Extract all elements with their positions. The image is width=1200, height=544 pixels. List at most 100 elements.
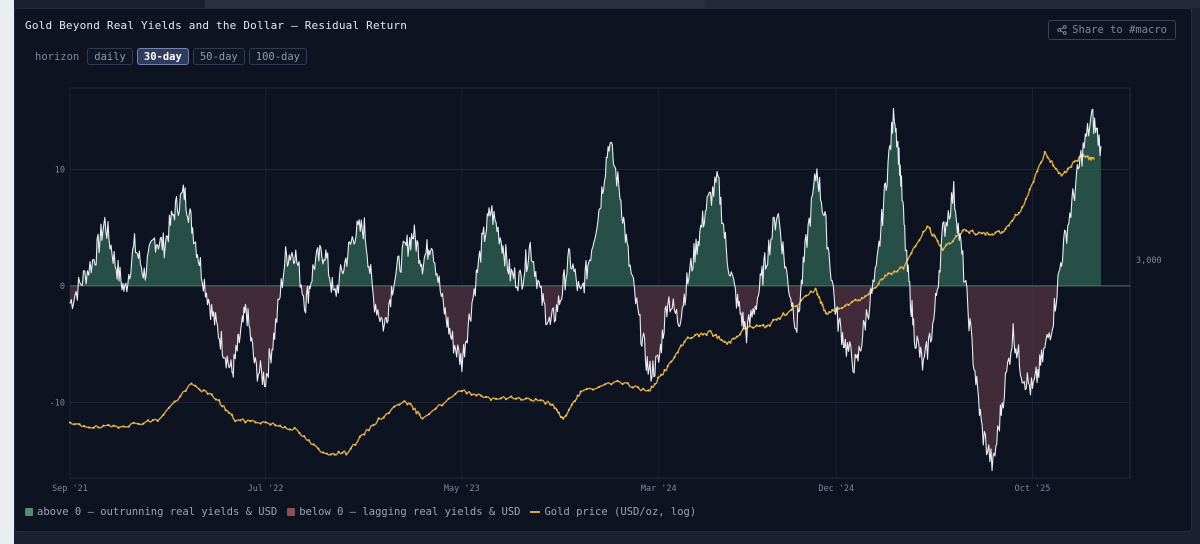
gold-price-point	[778, 317, 781, 320]
gold-price-point	[224, 409, 227, 412]
gold-price-point	[819, 301, 822, 304]
gold-price-point	[173, 400, 176, 403]
gold-price-point	[653, 382, 656, 386]
gold-price-point	[1021, 206, 1024, 209]
share-button[interactable]: Share to #macro	[1048, 20, 1176, 40]
gold-price-point	[1049, 160, 1052, 163]
gold-price-point	[1011, 219, 1014, 222]
gold-price-point	[551, 403, 554, 406]
gold-price-point	[877, 282, 880, 285]
gold-price-point	[656, 376, 660, 379]
gold-price-point	[78, 423, 81, 426]
legend-swatch-positive	[25, 508, 33, 516]
gold-price-point	[775, 318, 778, 321]
horizon-control: horizon daily 30-day 50-day 100-day	[35, 48, 308, 65]
gold-price-point	[372, 423, 375, 427]
gold-price-point	[735, 335, 738, 338]
gold-price-point	[329, 453, 332, 456]
gold-price-point	[279, 424, 282, 427]
horizon-option-30-day[interactable]: 30-day	[136, 48, 189, 65]
gold-price-point	[298, 431, 301, 435]
gold-price-point	[994, 231, 997, 234]
gold-price-point	[585, 387, 588, 391]
gold-price-point	[562, 417, 565, 420]
gold-price-point	[249, 419, 252, 423]
gold-price-point	[534, 398, 537, 401]
gold-price-point	[1017, 211, 1020, 215]
gold-price-point	[874, 286, 877, 289]
gold-price-point	[850, 300, 854, 304]
gold-price-point	[720, 338, 723, 342]
y-tick-label: 10	[55, 165, 65, 175]
horizon-option-100-day[interactable]: 100-day	[248, 48, 308, 65]
gold-price-point	[616, 379, 619, 383]
gold-price-point	[499, 397, 503, 400]
gold-price-point	[544, 402, 547, 405]
gold-price-point	[844, 304, 847, 307]
gold-price-point	[723, 340, 726, 343]
gold-price-point	[73, 423, 76, 426]
background-sidebar	[0, 0, 14, 544]
gold-price-point	[604, 383, 607, 386]
x-tick-label: Dec '24	[818, 484, 854, 494]
gold-price-point	[465, 392, 468, 395]
gold-price-point	[971, 229, 974, 232]
gold-price-point	[977, 231, 981, 234]
y-tick-label: -10	[50, 398, 65, 408]
gold-price-point	[83, 425, 86, 428]
gold-price-point	[697, 334, 701, 338]
gold-price-point	[1001, 231, 1004, 234]
gold-price-point	[670, 360, 673, 363]
gold-price-point	[837, 307, 840, 310]
horizon-option-50-day[interactable]: 50-day	[192, 48, 245, 65]
horizon-option-daily[interactable]: daily	[87, 48, 133, 65]
gold-price-point	[673, 356, 676, 359]
gold-price-point	[259, 422, 262, 425]
gold-price-point	[714, 333, 718, 337]
gold-price-point	[676, 351, 679, 354]
gold-price-point	[705, 333, 708, 337]
gold-price-point	[202, 389, 205, 392]
gold-price-point	[922, 230, 925, 233]
positive-area	[70, 108, 1101, 286]
gold-price-point	[87, 426, 91, 429]
gold-price-point	[847, 303, 850, 307]
gold-price-point	[647, 389, 650, 392]
gold-price-point	[717, 335, 720, 338]
gold-price-point	[194, 384, 197, 387]
gold-price-point	[1076, 159, 1079, 163]
gold-price-point	[683, 340, 686, 343]
gold-price-point	[694, 333, 697, 337]
gold-price-point	[1063, 170, 1066, 173]
gold-price-point	[945, 243, 948, 247]
gold-price-point	[117, 426, 120, 429]
gold-price-point	[1057, 172, 1060, 175]
gold-price-point	[626, 382, 629, 385]
horizon-label: horizon	[35, 50, 80, 63]
y-tick-label: 0	[60, 282, 65, 292]
gold-price-point	[936, 239, 939, 243]
gold-price-point	[557, 411, 560, 414]
gold-price-point	[1091, 156, 1094, 160]
gold-price-point	[553, 406, 556, 410]
gold-price-point	[312, 443, 315, 446]
gold-price-point	[910, 252, 913, 255]
gold-price-point	[758, 324, 761, 327]
chart-title: Gold Beyond Real Yields and the Dollar —…	[25, 19, 408, 32]
gold-price-point	[412, 408, 415, 411]
gold-price-point	[293, 426, 296, 430]
gold-price-point	[363, 433, 366, 436]
background-strip	[705, 0, 1200, 8]
gold-price-point	[107, 423, 110, 427]
gold-price-point	[828, 311, 831, 314]
gold-price-point	[345, 453, 348, 456]
gold-price-point	[559, 416, 563, 419]
gold-price-point	[142, 422, 145, 425]
gold-price-point	[167, 406, 171, 409]
gold-price-point	[179, 395, 182, 398]
gold-price-point	[475, 394, 478, 397]
gold-price-point	[504, 398, 508, 401]
gold-price-point	[1043, 150, 1046, 154]
negative-area	[70, 285, 1101, 471]
gold-price-point	[221, 405, 224, 408]
